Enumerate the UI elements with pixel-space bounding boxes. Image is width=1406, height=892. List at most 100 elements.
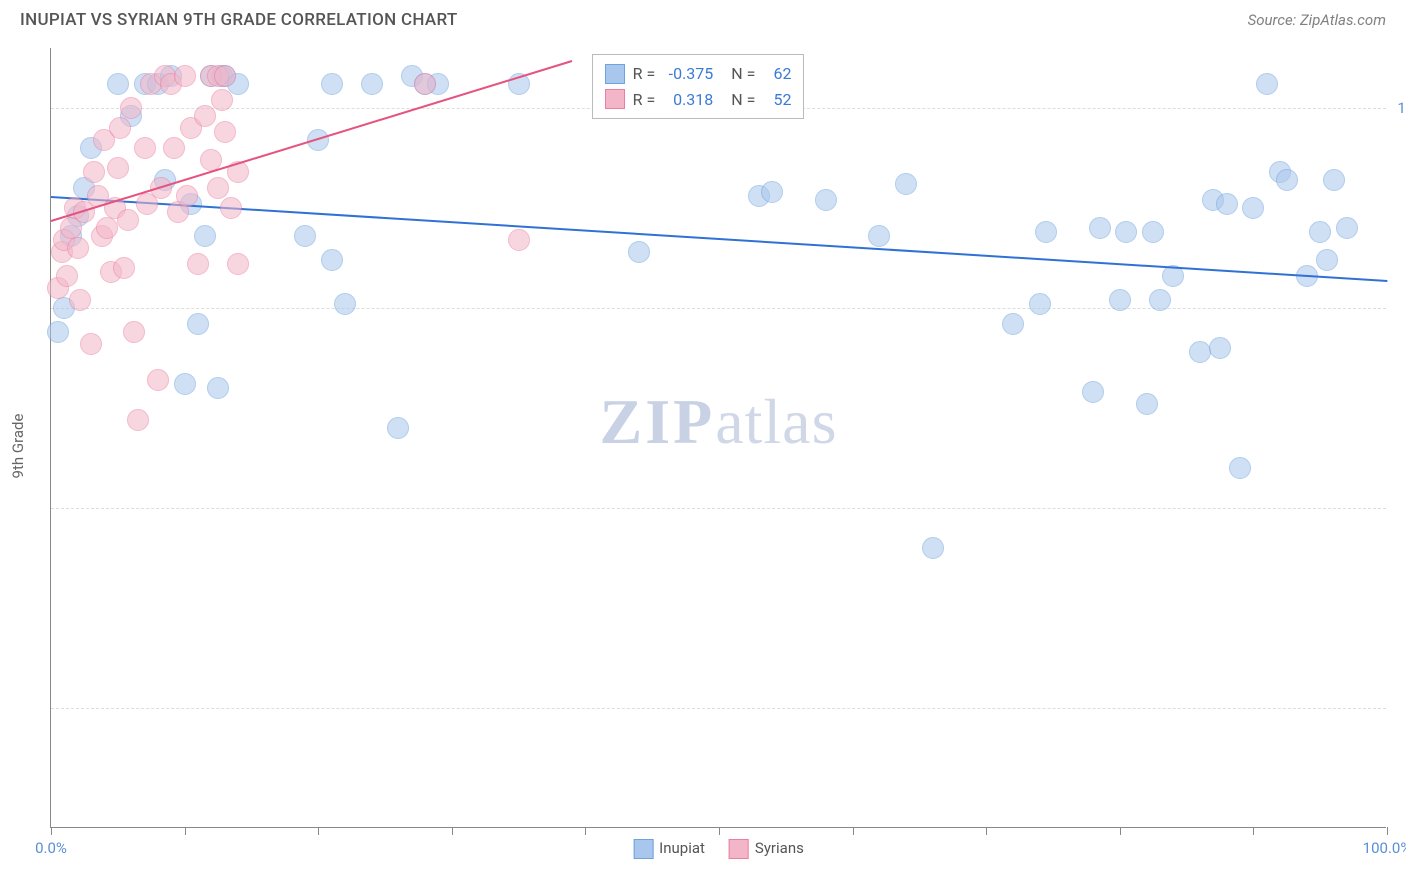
data-point — [1276, 169, 1298, 191]
data-point — [1035, 221, 1057, 243]
legend-swatch — [729, 839, 749, 859]
x-tick — [318, 827, 319, 835]
data-point — [1109, 289, 1131, 311]
data-point — [1082, 381, 1104, 403]
x-tick — [185, 827, 186, 835]
data-point — [194, 225, 216, 247]
legend-item: Inupiat — [633, 839, 705, 859]
stat-r-value: -0.375 — [663, 61, 713, 87]
data-point — [1136, 393, 1158, 415]
x-tick-label: 0.0% — [35, 839, 67, 857]
stats-row: R = 0.318 N = 52 — [605, 87, 792, 113]
data-point — [147, 369, 169, 391]
data-point — [815, 189, 837, 211]
data-point — [1115, 221, 1137, 243]
data-point — [80, 333, 102, 355]
legend-item: Syrians — [729, 839, 804, 859]
data-point — [1229, 457, 1251, 479]
stat-r-value: 0.318 — [663, 87, 713, 113]
data-point — [1089, 217, 1111, 239]
x-tick — [853, 827, 854, 835]
data-point — [83, 161, 105, 183]
data-point — [334, 293, 356, 315]
data-point — [922, 537, 944, 559]
data-point — [187, 253, 209, 275]
stat-label: N = — [731, 87, 755, 113]
x-tick — [452, 827, 453, 835]
data-point — [56, 265, 78, 287]
stat-n-value: 62 — [763, 61, 791, 87]
data-point — [47, 321, 69, 343]
stats-box: R = -0.375 N = 62 R = 0.318 N = 52 — [592, 54, 805, 119]
data-point — [117, 209, 139, 231]
data-point — [207, 177, 229, 199]
data-point — [214, 121, 236, 143]
legend-swatch — [605, 64, 625, 84]
data-point — [69, 289, 91, 311]
data-point — [508, 229, 530, 251]
data-point — [1142, 221, 1164, 243]
legend-swatch — [633, 839, 653, 859]
data-point — [187, 313, 209, 335]
data-point — [1242, 197, 1264, 219]
chart-area: ZIPatlas 85.0%90.0%95.0%100.0%0.0%100.0%… — [50, 48, 1386, 828]
data-point — [1149, 289, 1171, 311]
data-point — [387, 417, 409, 439]
data-point — [1336, 217, 1358, 239]
data-point — [294, 225, 316, 247]
data-point — [1216, 193, 1238, 215]
data-point — [207, 377, 229, 399]
stat-n-value: 52 — [763, 87, 791, 113]
data-point — [868, 225, 890, 247]
stat-label: R = — [633, 87, 656, 113]
data-point — [113, 257, 135, 279]
x-tick — [1253, 827, 1254, 835]
data-point — [414, 73, 436, 95]
data-point — [361, 73, 383, 95]
data-point — [174, 373, 196, 395]
trend-line — [51, 60, 573, 222]
y-tick-label: 90.0% — [1391, 499, 1406, 517]
stats-row: R = -0.375 N = 62 — [605, 61, 792, 87]
x-tick — [1387, 827, 1388, 835]
data-point — [163, 137, 185, 159]
stat-label: R = — [633, 61, 656, 87]
data-point — [1029, 293, 1051, 315]
data-point — [107, 157, 129, 179]
data-point — [1309, 221, 1331, 243]
data-point — [134, 137, 156, 159]
legend-swatch — [605, 89, 625, 109]
data-point — [67, 237, 89, 259]
data-point — [628, 241, 650, 263]
data-point — [321, 249, 343, 271]
data-point — [227, 253, 249, 275]
y-tick-label: 100.0% — [1391, 99, 1406, 117]
data-point — [123, 321, 145, 343]
x-tick-label: 100.0% — [1363, 839, 1406, 857]
data-point — [174, 65, 196, 87]
data-point — [1256, 73, 1278, 95]
gridline — [51, 708, 1386, 709]
data-point — [895, 173, 917, 195]
data-point — [127, 409, 149, 431]
data-point — [321, 73, 343, 95]
y-tick-label: 95.0% — [1391, 299, 1406, 317]
data-point — [1189, 341, 1211, 363]
chart-title: INUPIAT VS SYRIAN 9TH GRADE CORRELATION … — [20, 10, 458, 30]
gridline — [51, 508, 1386, 509]
stat-label: N = — [731, 61, 755, 87]
y-axis-label: 9th Grade — [9, 414, 27, 479]
data-point — [214, 65, 236, 87]
data-point — [211, 89, 233, 111]
data-point — [109, 117, 131, 139]
data-point — [1002, 313, 1024, 335]
data-point — [1323, 169, 1345, 191]
x-tick — [986, 827, 987, 835]
data-point — [107, 73, 129, 95]
x-tick — [719, 827, 720, 835]
gridline — [51, 308, 1386, 309]
trend-line — [51, 196, 1387, 282]
y-tick-label: 85.0% — [1391, 699, 1406, 717]
x-tick — [1120, 827, 1121, 835]
data-point — [220, 197, 242, 219]
